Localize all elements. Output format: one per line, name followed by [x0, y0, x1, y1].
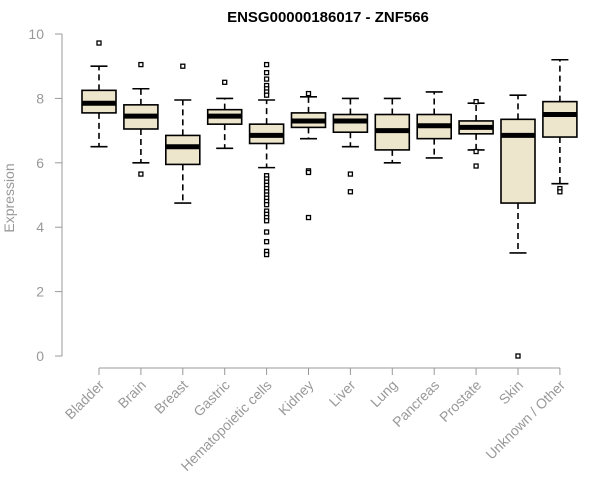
x-tick-label: Brain [115, 377, 149, 411]
box-pancreas [416, 91, 453, 159]
y-tick-label: 0 [36, 348, 44, 364]
outlier-point [263, 61, 270, 68]
chart-title: ENSG00000186017 - ZNF566 [227, 9, 429, 26]
outlier-point [138, 171, 144, 177]
box-gastric [206, 79, 243, 150]
box-iqr [542, 100, 578, 138]
outlier-point [263, 92, 270, 98]
outlier-point [347, 171, 354, 177]
box-series [81, 40, 578, 359]
x-tick-label: Bladder [62, 377, 108, 423]
outlier-point [96, 40, 102, 46]
y-tick-label: 8 [36, 90, 44, 106]
box-prostate [458, 98, 494, 169]
box-brain [123, 61, 159, 177]
box-iqr [165, 134, 201, 166]
box-breast [165, 63, 201, 204]
outlier-point [263, 218, 270, 224]
outlier-point [180, 63, 186, 69]
box-bladder [81, 40, 117, 148]
outlier-point [473, 148, 479, 155]
outlier-point [222, 79, 228, 85]
outlier-point [305, 169, 312, 176]
y-axis: 0 2 4 6 8 10 [28, 26, 63, 364]
outlier-point [515, 353, 521, 359]
box-unknown-other [542, 58, 578, 195]
box-kidney [290, 90, 327, 221]
outlier-point [263, 251, 270, 258]
x-tick-label: Breast [151, 377, 191, 417]
outlier-point [263, 76, 270, 82]
x-tick-label: Kidney [275, 377, 317, 419]
outlier-point [263, 202, 270, 208]
y-tick-label: 4 [36, 219, 44, 235]
box-lung [374, 97, 411, 164]
x-tick-label: Skin [496, 377, 527, 408]
outlier-point [263, 69, 270, 76]
y-tick-label: 10 [28, 26, 44, 42]
y-axis-label: Expression [1, 163, 17, 232]
x-tick-label: Prostate [436, 377, 484, 425]
x-tick-label: Pancreas [389, 377, 442, 430]
outlier-point [473, 163, 479, 169]
outlier-point [347, 189, 354, 195]
outlier-point [557, 189, 563, 195]
y-tick-label: 6 [36, 155, 44, 171]
outlier-point [305, 214, 312, 221]
outlier-point [473, 98, 479, 105]
outlier-point [263, 229, 270, 235]
outlier-point [138, 61, 144, 68]
outlier-point [305, 90, 312, 97]
outlier-point [263, 239, 270, 245]
box-skin [500, 94, 536, 359]
box-hematopoietic-cells [248, 61, 285, 258]
y-tick-label: 2 [36, 284, 44, 300]
x-tick-label: Liver [326, 377, 359, 410]
x-tick-label: Unknown / Other [482, 377, 568, 463]
box-iqr [500, 118, 536, 204]
x-tick-label: Lung [367, 377, 400, 410]
box-liver [332, 97, 369, 195]
